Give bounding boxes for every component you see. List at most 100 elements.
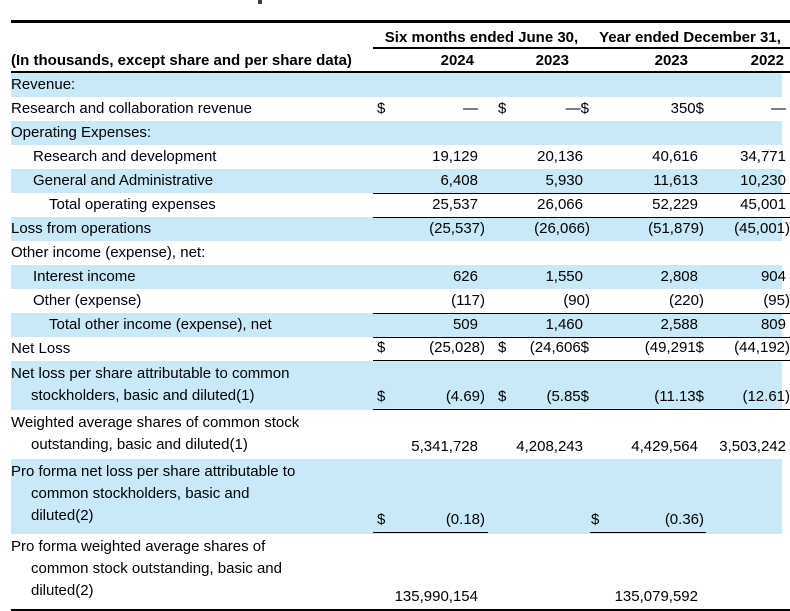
cell-value: (5.85$	[546, 388, 589, 405]
cell-value: 509	[452, 316, 478, 333]
row-label: Research and collaboration revenue	[11, 97, 373, 121]
cell-value: 26,066	[537, 196, 583, 213]
value-cell: (51,879)	[590, 218, 706, 241]
row-label-line: Other income (expense), net:	[11, 244, 206, 261]
value-cell	[488, 73, 590, 97]
value-cell: 4,208,243	[488, 412, 590, 459]
row-label-line: Net Loss	[11, 340, 71, 357]
value-cell: 19,129	[373, 145, 488, 169]
cell-value: 1,550	[545, 268, 583, 285]
cell-value: (117)	[451, 292, 485, 309]
cell-value: 40,616	[652, 148, 698, 165]
value-cell	[488, 461, 590, 534]
row-label: Total other income (expense), net	[11, 313, 373, 337]
cell-value: 34,771	[740, 148, 786, 165]
row-label-line: common stockholders, basic and	[31, 485, 250, 502]
group-header-cells: Six months ended June 30, Year ended Dec…	[373, 23, 790, 49]
row-values: (25,537) (26,066) (51,879) (45,001)	[373, 217, 790, 241]
cell-value: (12.61)	[742, 388, 790, 405]
cell-value: 10,230	[740, 172, 786, 189]
cell-value: (44,192)	[734, 339, 790, 356]
row-label-line: Total other income (expense), net	[49, 316, 272, 333]
value-cell: 45,001	[706, 194, 790, 217]
cell-value: (90)	[563, 292, 590, 309]
table-row: Revenue:	[11, 73, 790, 97]
value-cell	[590, 121, 706, 145]
row-label: Other (expense)	[11, 289, 373, 313]
currency-symbol: $	[377, 339, 386, 356]
value-cell: (95)	[706, 289, 790, 313]
table-rows: Revenue: Research and collaboration reven…	[11, 73, 790, 611]
row-values: 6,408 5,930 11,613 10,230	[373, 169, 790, 193]
currency-symbol: $	[498, 100, 507, 117]
column-group-header-row: Six months ended June 30, Year ended Dec…	[11, 23, 790, 49]
value-cell: 4,429,564	[590, 412, 706, 459]
value-cell	[706, 121, 790, 145]
row-label: Total operating expenses	[11, 193, 373, 217]
row-label-line: Weighted average shares of common stock	[11, 414, 300, 431]
year-header-2024: 2024	[440, 52, 474, 69]
row-label: Weighted average shares of common stock o…	[11, 412, 373, 459]
currency-symbol: $	[498, 388, 507, 405]
year-header-2023-annual: 2023	[654, 52, 688, 69]
row-label-line: Net loss per share attributable to commo…	[11, 365, 290, 382]
value-cell: 6,408	[373, 169, 488, 193]
value-cell: $ (5.85$	[488, 363, 590, 409]
cell-value: (4.69)	[445, 388, 485, 405]
row-label: Net Loss	[11, 337, 373, 361]
value-cell	[488, 536, 590, 609]
cell-value: 2,808	[660, 268, 698, 285]
value-cell: $ (24,606$	[488, 338, 590, 360]
row-label-line: common stock outstanding, basic and	[31, 560, 282, 577]
row-values: 509 1,460 2,588 809	[373, 313, 790, 337]
value-cell: (12.61)	[706, 363, 790, 409]
cell-value: —$	[565, 100, 589, 117]
value-cell: (11.13$	[590, 363, 706, 409]
row-label-line: Revenue:	[11, 76, 76, 93]
row-values	[373, 73, 790, 97]
cell-value: 45,001	[740, 196, 786, 213]
value-cell: (44,192)	[706, 338, 790, 360]
table-row: Net loss per share attributable to commo…	[11, 361, 790, 410]
currency-symbol: $	[377, 100, 386, 117]
row-label-line: Research and development	[33, 148, 217, 165]
value-cell: 1,550	[488, 265, 590, 289]
value-cell: (45,001)	[706, 218, 790, 241]
value-cell	[590, 73, 706, 97]
row-values: 626 1,550 2,808 904	[373, 265, 790, 289]
value-cell	[373, 241, 488, 265]
value-cell: 5,341,728	[373, 412, 488, 459]
financial-statements-table: Six months ended June 30, Year ended Dec…	[11, 20, 790, 611]
value-cell: 626	[373, 265, 488, 289]
value-cell: 904	[706, 265, 790, 289]
row-values: $ (25,028) $ (24,606$ (49,291$ (44,192)	[373, 337, 790, 361]
value-cell: 5,930	[488, 169, 590, 193]
cell-value: —	[463, 100, 478, 117]
value-cell: (220)	[590, 289, 706, 313]
value-cell: 2,588	[590, 314, 706, 337]
cell-value: 2,588	[660, 316, 698, 333]
row-label: Net loss per share attributable to commo…	[11, 363, 373, 410]
table-row: Total operating expenses 25,537 26,066 52,2…	[11, 193, 790, 217]
cell-value: 5,930	[545, 172, 583, 189]
cell-value: 135,079,592	[614, 588, 698, 605]
row-values	[373, 241, 790, 265]
value-cell: 40,616	[590, 145, 706, 169]
row-label: Operating Expenses:	[11, 121, 373, 145]
value-cell: (49,291$	[590, 338, 706, 360]
value-cell: (26,066)	[488, 218, 590, 241]
value-cell: 52,229	[590, 194, 706, 217]
value-cell	[706, 461, 790, 534]
row-label: Interest income	[11, 265, 373, 289]
currency-symbol: $	[591, 511, 600, 528]
cropped-text-artifact	[258, 0, 262, 4]
cell-value: 25,537	[432, 196, 478, 213]
table-row: Research and development 19,129 20,136 40,6…	[11, 145, 790, 169]
cell-value: (25,028)	[429, 339, 485, 356]
value-cell	[590, 241, 706, 265]
cell-value: (220)	[668, 292, 704, 309]
cell-value: 1,460	[545, 316, 583, 333]
row-label-line: Research and collaboration revenue	[11, 100, 252, 117]
row-values: $ (4.69) $ (5.85$ (11.13$ (12.61)	[373, 363, 790, 410]
table-row: Interest income 626 1,550 2,808 904	[11, 265, 790, 289]
